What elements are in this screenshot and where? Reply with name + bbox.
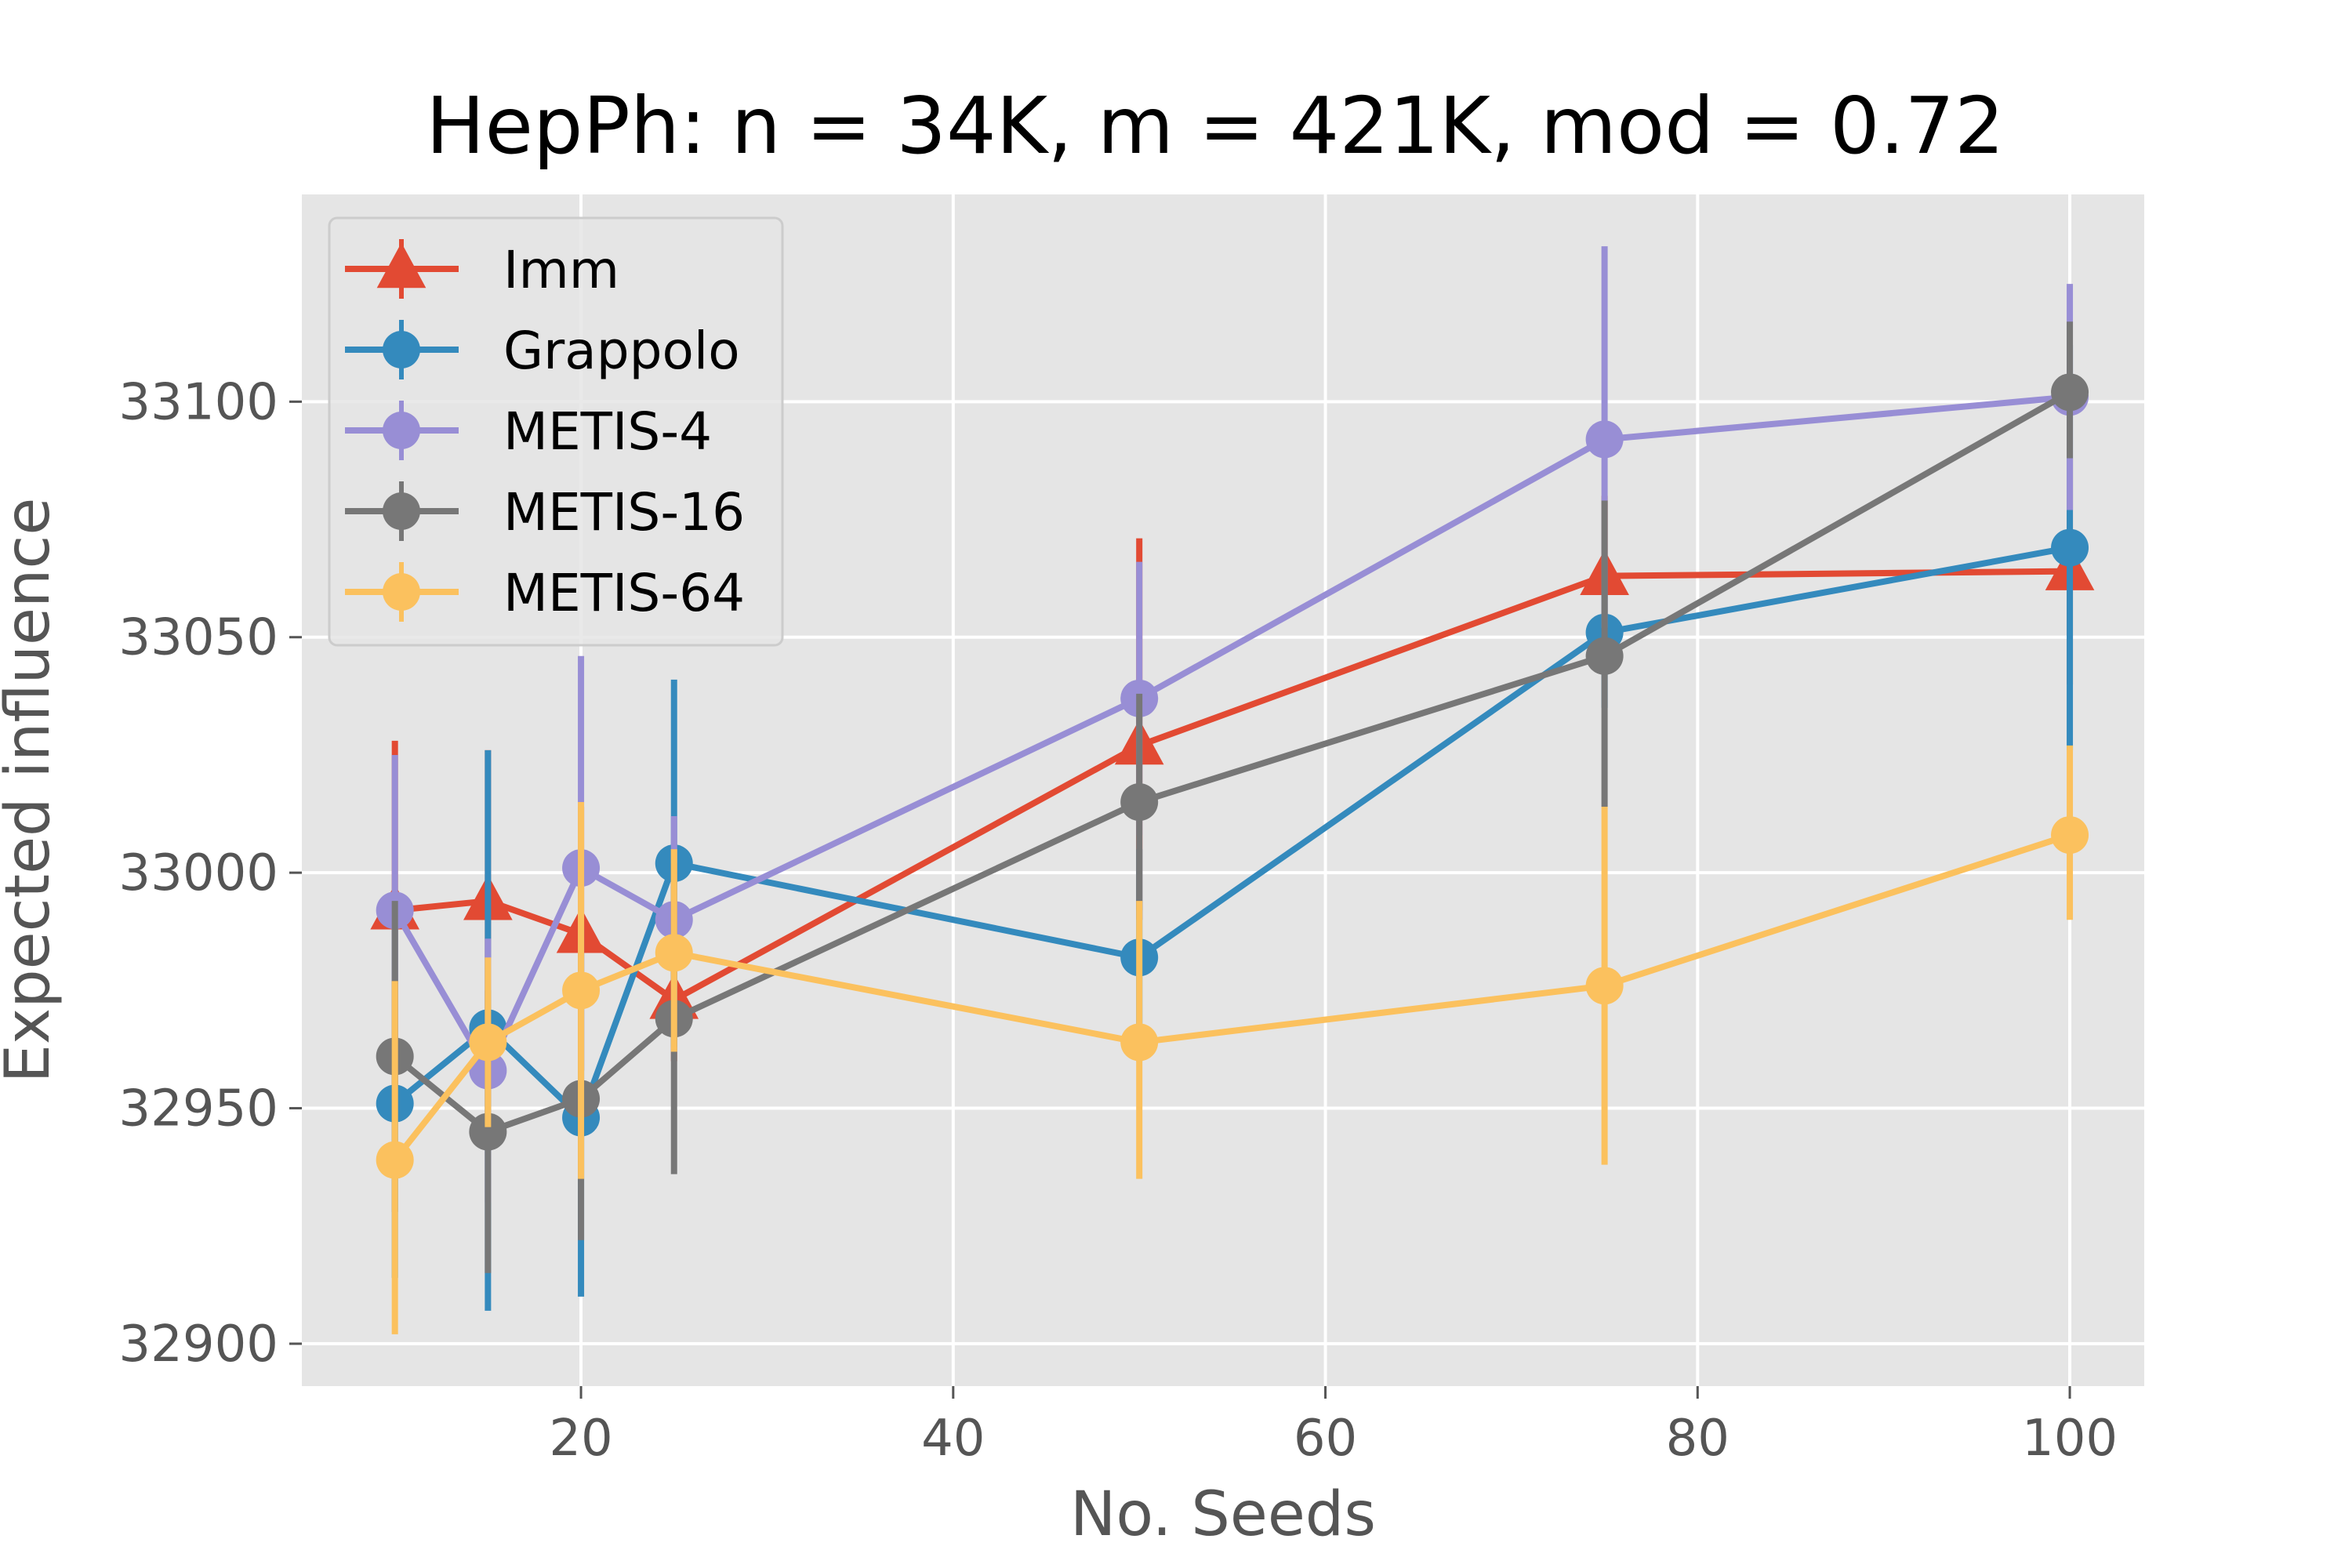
legend-label: Grappolo (503, 321, 740, 381)
data-point (376, 1141, 414, 1179)
legend-item: METIS-16 (345, 481, 745, 543)
y-tick-label: 33000 (118, 844, 278, 902)
legend-label: METIS-16 (503, 482, 745, 543)
data-point (1585, 637, 1624, 675)
data-point (1120, 783, 1159, 822)
legend-marker (383, 492, 420, 530)
data-point (469, 1023, 507, 1062)
x-tick-label: 40 (921, 1410, 985, 1468)
series-metis-64 (376, 745, 2089, 1334)
x-tick-label: 60 (1294, 1410, 1357, 1468)
data-point (562, 971, 601, 1010)
y-axis-ticks: 32900 32950 33000 33050 33100 (118, 373, 302, 1374)
legend-marker (383, 573, 420, 611)
legend-item: METIS-64 (345, 562, 745, 623)
data-point (469, 1112, 507, 1151)
y-tick-label: 33100 (118, 373, 278, 431)
y-tick-label: 32900 (118, 1316, 278, 1374)
legend-label: METIS-64 (503, 563, 745, 623)
chart-title: HepPh: n = 34K, m = 421K, mod = 0.72 (426, 80, 2004, 172)
y-tick-label: 32950 (118, 1080, 278, 1138)
data-point (1585, 420, 1624, 459)
legend: Imm Grappolo METIS-4 METIS-16 METIS-64 (328, 216, 784, 647)
x-tick-label: 20 (549, 1410, 612, 1468)
x-tick-label: 100 (2022, 1410, 2118, 1468)
legend-marker (383, 331, 420, 368)
x-axis-ticks: 20 40 60 80 100 (549, 1386, 2118, 1468)
legend-item: Grappolo (345, 320, 740, 381)
legend-item: METIS-4 (345, 401, 712, 462)
data-point (2051, 528, 2089, 567)
legend-label: METIS-4 (503, 401, 712, 462)
y-axis-label: Expected influence (0, 498, 64, 1083)
legend-label: Imm (503, 240, 619, 300)
data-point (1585, 967, 1624, 1005)
data-point (655, 934, 693, 972)
x-axis-label: No. Seeds (1070, 1479, 1376, 1550)
series-layer (370, 246, 2095, 1334)
legend-marker (383, 412, 420, 449)
data-point (2051, 373, 2089, 412)
legend-box (328, 216, 784, 647)
data-point (2051, 816, 2089, 855)
legend-marker (376, 242, 426, 289)
data-point (1120, 1023, 1159, 1062)
legend-item: Imm (345, 239, 619, 300)
x-tick-label: 80 (1666, 1410, 1730, 1468)
y-tick-label: 33050 (118, 609, 278, 667)
